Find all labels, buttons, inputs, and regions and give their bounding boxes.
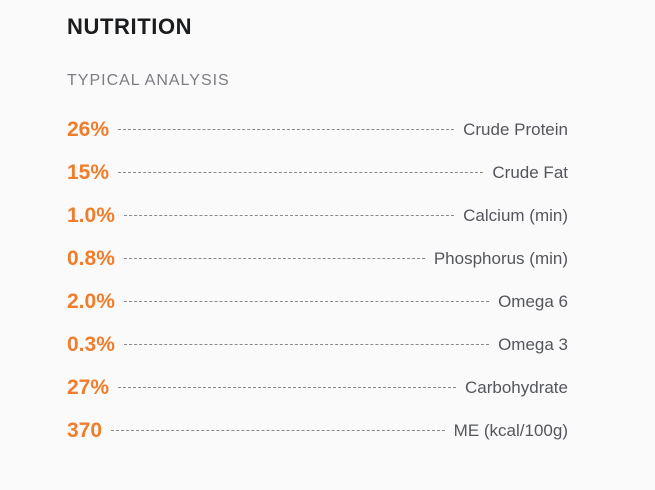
typical-analysis-subtitle: TYPICAL ANALYSIS [67,72,230,89]
analysis-row: 15% Crude Fat [67,151,568,194]
analysis-row: 27% Carbohydrate [67,366,568,409]
dotted-leader-line [123,215,455,216]
analysis-value: 1.0% [67,203,115,227]
nutrition-panel: NUTRITION TYPICAL ANALYSIS 26% Crude Pro… [67,14,568,452]
analysis-label: ME (kcal/100g) [453,420,568,440]
analysis-label: Omega 6 [498,291,568,311]
analysis-row: 370 ME (kcal/100g) [67,409,568,452]
analysis-value: 0.3% [67,332,115,356]
analysis-label: Omega 3 [498,334,568,354]
analysis-value: 15% [67,160,110,184]
analysis-row: 0.8% Phosphorus (min) [67,237,568,280]
analysis-label: Crude Protein [463,119,568,139]
dotted-leader-line [111,430,445,431]
analysis-label: Crude Fat [492,162,568,182]
dotted-leader-line [118,129,455,130]
analysis-value: 27% [67,375,110,399]
dotted-leader-line [118,387,456,388]
dotted-leader-line [123,301,490,302]
section-title: NUTRITION [67,14,193,39]
analysis-value: 2.0% [67,289,115,313]
analysis-row: 26% Crude Protein [67,108,568,151]
dotted-leader-line [123,258,425,259]
analysis-value: 0.8% [67,246,115,270]
analysis-label: Phosphorus (min) [433,248,568,268]
analysis-row: 2.0% Omega 6 [67,280,568,323]
typical-analysis-list: 26% Crude Protein 15% Crude Fat 1.0% Cal… [67,108,568,452]
analysis-row: 0.3% Omega 3 [67,323,568,366]
analysis-label: Carbohydrate [464,377,568,397]
analysis-label: Calcium (min) [463,205,568,225]
dotted-leader-line [123,344,490,345]
analysis-value: 370 [67,418,103,442]
analysis-value: 26% [67,117,110,141]
analysis-row: 1.0% Calcium (min) [67,194,568,237]
dotted-leader-line [118,172,484,173]
